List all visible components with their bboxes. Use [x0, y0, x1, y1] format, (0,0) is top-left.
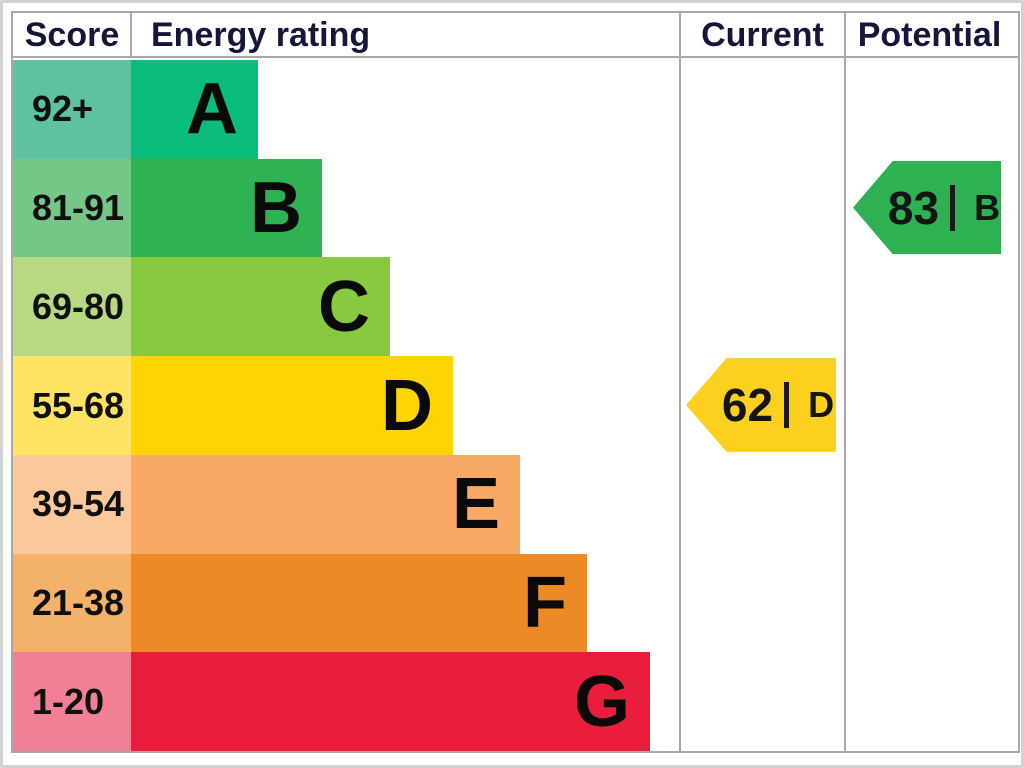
band-letter: B — [250, 168, 302, 249]
score-range-label: 21-38 — [32, 581, 125, 623]
band-bar: E — [131, 454, 520, 554]
band-letter: F — [523, 562, 567, 643]
column-divider-current — [679, 13, 681, 751]
band-row-a: 92+ A — [13, 60, 1018, 159]
header-score: Score — [24, 16, 120, 54]
potential-column-cell — [845, 455, 1014, 554]
current-column-cell — [680, 652, 845, 751]
score-range-cell: 1-20 — [13, 652, 131, 752]
potential-column-cell — [845, 554, 1014, 653]
score-range-cell: 69-80 — [13, 257, 131, 357]
epc-table: Score Energy rating Current Potential 92… — [11, 11, 1020, 753]
band-bar: G — [131, 652, 650, 752]
band-row-c: 69-80 C — [13, 257, 1018, 357]
potential-column-cell: 83 B — [845, 159, 1014, 258]
potential-column-cell — [845, 60, 1014, 159]
marker-band-letter: D — [808, 384, 835, 426]
header-current: Current — [701, 16, 824, 54]
column-divider-potential — [844, 13, 846, 751]
band-row-f: 21-38 F — [13, 553, 1018, 653]
potential-column-cell — [845, 356, 1014, 455]
score-range-label: 1-20 — [32, 680, 105, 722]
band-bar: D — [131, 356, 453, 455]
current-column-cell — [680, 455, 845, 554]
score-range-label: 39-54 — [32, 483, 125, 525]
current-marker: 62 D — [686, 358, 836, 452]
marker-separator-icon — [950, 184, 956, 231]
marker-separator-icon — [784, 382, 790, 429]
current-column-cell — [680, 554, 845, 653]
table-header-row: Score Energy rating Current Potential — [13, 13, 1018, 58]
band-letter: E — [451, 464, 500, 545]
band-row-d: 55-68 D 62 D — [13, 356, 1018, 455]
potential-marker: 83 B — [853, 160, 1001, 255]
current-column-cell — [680, 159, 845, 258]
score-range-label: 55-68 — [32, 384, 125, 426]
band-row-b: 81-91 B 83 B — [13, 158, 1018, 258]
band-bar: B — [131, 158, 322, 258]
band-letter: C — [318, 266, 370, 347]
current-column-cell: 62 D — [680, 356, 845, 455]
marker-value: 83 — [887, 181, 940, 234]
current-column-cell — [680, 257, 845, 356]
band-letter: A — [186, 69, 238, 150]
header-potential: Potential — [857, 16, 1002, 54]
header-energy-rating: Energy rating — [151, 16, 371, 54]
score-range-cell: 55-68 — [13, 356, 131, 455]
band-rows: 92+ A 81-91 B 83 B 69-80 C 55-68 D — [13, 60, 1018, 752]
current-column-cell — [680, 60, 845, 159]
band-letter: D — [381, 365, 433, 446]
band-bar: F — [131, 553, 587, 653]
band-row-e: 39-54 E — [13, 454, 1018, 554]
header-column-divider — [130, 13, 132, 58]
potential-column-cell — [845, 652, 1014, 751]
band-bar: C — [131, 257, 390, 357]
score-range-label: 69-80 — [32, 285, 125, 327]
score-range-cell: 92+ — [13, 60, 131, 159]
marker-value: 62 — [721, 379, 774, 432]
score-range-cell: 39-54 — [13, 454, 131, 554]
marker-band-letter: B — [974, 186, 1001, 228]
band-bar: A — [131, 60, 258, 159]
potential-column-cell — [845, 257, 1014, 356]
score-range-cell: 21-38 — [13, 553, 131, 653]
score-range-cell: 81-91 — [13, 158, 131, 258]
band-letter: G — [573, 661, 630, 742]
score-range-label: 81-91 — [32, 187, 125, 229]
score-range-label: 92+ — [32, 88, 94, 130]
band-row-g: 1-20 G — [13, 652, 1018, 752]
